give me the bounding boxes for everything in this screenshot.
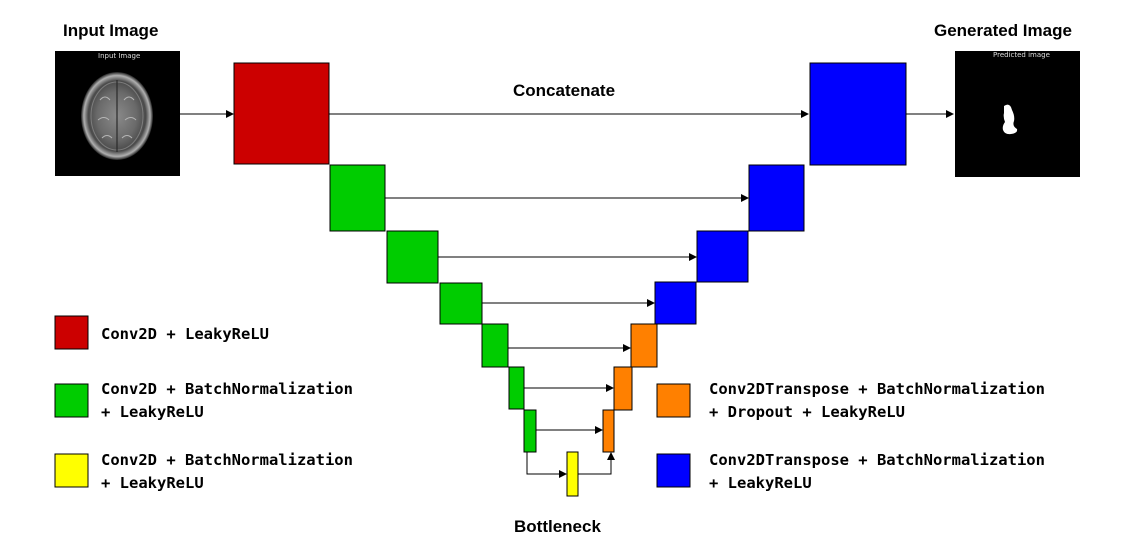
- encoder-block-3: [386, 230, 439, 284]
- bottleneck-out-arrow: [578, 452, 615, 475]
- legend-swatch-4: [656, 383, 691, 418]
- legend-swatch-3: [54, 453, 89, 488]
- legend-label-5-line-1: Conv2DTranspose + BatchNormalization: [709, 451, 1045, 469]
- bottleneck-label: Bottleneck: [514, 517, 601, 536]
- legend-label-2-line-1: Conv2D + BatchNormalization: [101, 380, 353, 398]
- encoder-block-5: [481, 323, 509, 368]
- bottleneck-in-arrow: [526, 452, 567, 478]
- legend-swatch-5: [656, 453, 691, 488]
- generated-mask-image: Predicted image: [955, 51, 1080, 177]
- generated-image-title: Generated Image: [934, 21, 1072, 40]
- predicted-thumb-caption: Predicted image: [993, 51, 1050, 59]
- legend-label-3-line-1: Conv2D + BatchNormalization: [101, 451, 353, 469]
- input-image-title: Input Image: [63, 21, 158, 40]
- legend-label-4-line-2: + Dropout + LeakyReLU: [709, 403, 905, 421]
- legend-label-4-line-1: Conv2DTranspose + BatchNormalization: [709, 380, 1045, 398]
- bottleneck-block: [566, 451, 579, 497]
- encoder-block-4: [439, 282, 483, 325]
- decoder-block-5: [696, 230, 749, 283]
- input-mri-image: Input Image: [55, 51, 180, 176]
- decoder-block-3: [630, 323, 658, 368]
- legend-swatch-1: [54, 315, 89, 350]
- encoder-block-7: [523, 409, 537, 453]
- decoder-block-6: [748, 164, 805, 232]
- decoder-block-1: [602, 409, 615, 453]
- encoder-block-1: [233, 62, 330, 165]
- concatenate-label: Concatenate: [513, 81, 615, 100]
- legend-label-2-line-2: + LeakyReLU: [101, 403, 204, 421]
- encoder-block-6: [508, 366, 525, 410]
- legend-label-5-line-2: + LeakyReLU: [709, 474, 812, 492]
- legend: Conv2D + LeakyReLU Conv2D + BatchNormaliz…: [54, 315, 1045, 492]
- encoder-block-2: [329, 164, 386, 232]
- legend-label-1-line-1: Conv2D + LeakyReLU: [101, 325, 269, 343]
- decoder-block-2: [613, 366, 633, 411]
- input-thumb-caption: Input Image: [98, 52, 140, 60]
- decoder-block-4: [654, 281, 697, 325]
- legend-swatch-2: [54, 383, 89, 418]
- decoder-block-7: [809, 62, 907, 166]
- legend-label-3-line-2: + LeakyReLU: [101, 474, 204, 492]
